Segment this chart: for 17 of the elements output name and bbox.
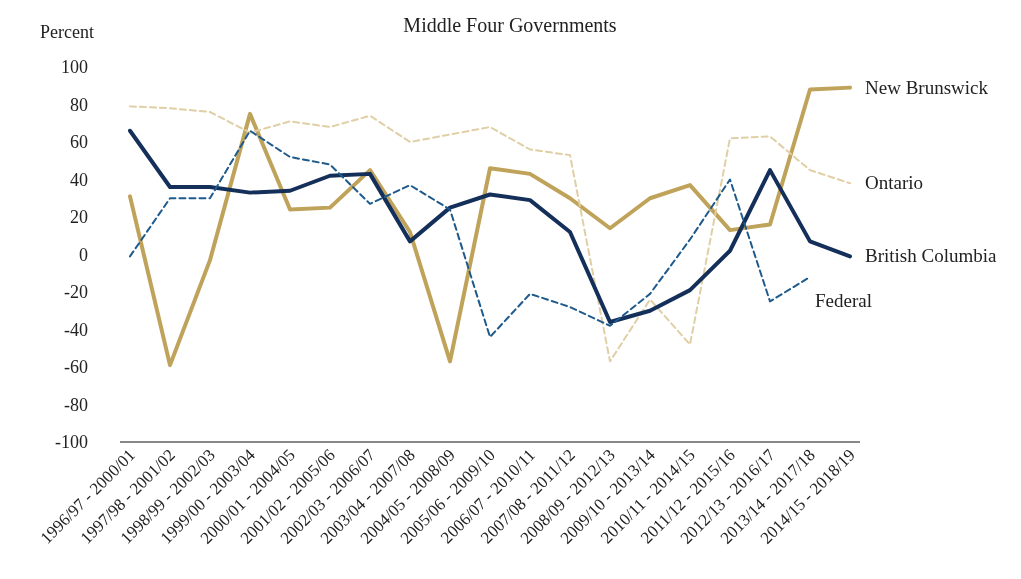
y-axis-title: Percent	[40, 22, 94, 42]
y-tick-label: 60	[70, 132, 88, 152]
series-label: Ontario	[865, 172, 924, 194]
y-tick-label: 80	[70, 94, 88, 115]
y-tick-label: -20	[64, 282, 88, 302]
y-tick-label: -100	[55, 432, 88, 452]
y-tick-label: 0	[79, 244, 88, 265]
y-tick-label: -40	[64, 319, 88, 340]
series-label: British Columbia	[865, 245, 997, 267]
y-tick-label: -80	[64, 394, 88, 415]
y-tick-label: -60	[64, 357, 88, 377]
series-label: Federal	[815, 290, 872, 311]
chart-title: Middle Four Governments	[403, 14, 617, 36]
y-tick-label: 40	[70, 169, 88, 190]
y-tick-label: 20	[70, 207, 88, 227]
y-tick-label: 100	[61, 57, 88, 77]
series-label: New Brunswick	[865, 76, 989, 98]
